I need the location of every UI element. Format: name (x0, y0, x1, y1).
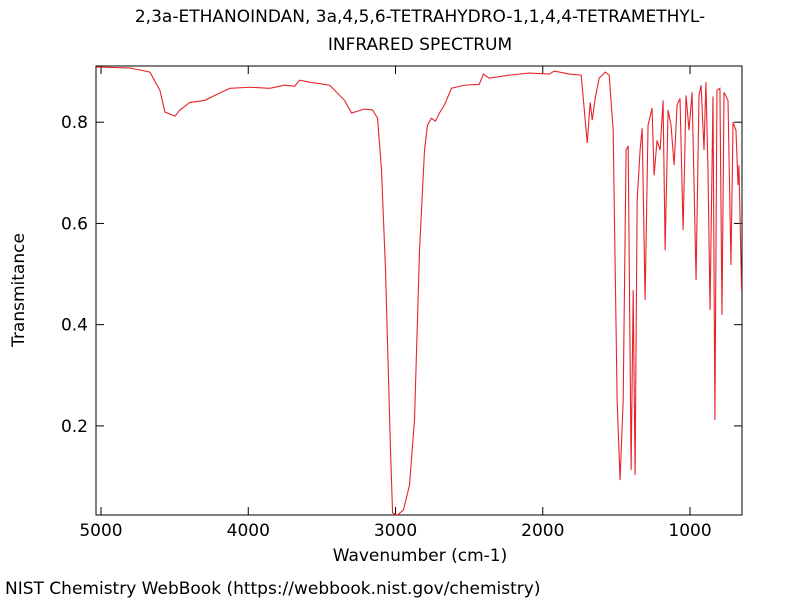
y-tick-label: 0.6 (61, 214, 88, 234)
y-axis-label: Transmitance (9, 233, 29, 348)
x-tick-label: 5000 (79, 521, 122, 541)
x-tick-label: 2000 (521, 521, 564, 541)
x-axis-label: Wavenumber (cm-1) (333, 546, 508, 566)
y-tick-label: 0.2 (61, 417, 88, 437)
chart-title: 2,3a-ETHANOINDAN, 3a,4,5,6-TETRAHYDRO-1,… (135, 7, 705, 27)
x-tick-label: 4000 (227, 521, 270, 541)
footer: NIST Chemistry WebBook (https://webbook.… (5, 579, 540, 599)
chart-title: INFRARED SPECTRUM (328, 35, 512, 55)
x-tick-label: 1000 (668, 521, 711, 541)
y-tick-label: 0.4 (61, 316, 88, 336)
x-tick-label: 3000 (374, 521, 417, 541)
spectrum-line (95, 66, 743, 516)
y-tick-label: 0.8 (61, 113, 88, 133)
plot-frame (95, 65, 743, 516)
